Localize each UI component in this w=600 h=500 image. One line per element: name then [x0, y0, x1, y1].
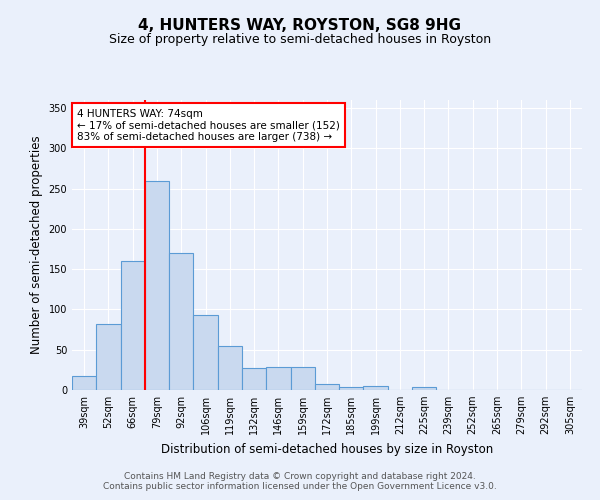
X-axis label: Distribution of semi-detached houses by size in Royston: Distribution of semi-detached houses by …: [161, 442, 493, 456]
Text: 4, HUNTERS WAY, ROYSTON, SG8 9HG: 4, HUNTERS WAY, ROYSTON, SG8 9HG: [139, 18, 461, 32]
Bar: [242, 368, 266, 390]
Text: Contains public sector information licensed under the Open Government Licence v3: Contains public sector information licen…: [103, 482, 497, 491]
Bar: [315, 384, 339, 390]
Bar: [193, 315, 218, 390]
Text: Size of property relative to semi-detached houses in Royston: Size of property relative to semi-detach…: [109, 32, 491, 46]
Bar: [96, 324, 121, 390]
Text: 4 HUNTERS WAY: 74sqm
← 17% of semi-detached houses are smaller (152)
83% of semi: 4 HUNTERS WAY: 74sqm ← 17% of semi-detac…: [77, 108, 340, 142]
Bar: [412, 387, 436, 390]
Bar: [72, 376, 96, 390]
Bar: [145, 180, 169, 390]
Bar: [266, 368, 290, 390]
Bar: [121, 261, 145, 390]
Bar: [218, 346, 242, 390]
Y-axis label: Number of semi-detached properties: Number of semi-detached properties: [30, 136, 43, 354]
Bar: [364, 386, 388, 390]
Bar: [290, 366, 315, 390]
Bar: [169, 253, 193, 390]
Text: Contains HM Land Registry data © Crown copyright and database right 2024.: Contains HM Land Registry data © Crown c…: [124, 472, 476, 481]
Bar: [339, 387, 364, 390]
